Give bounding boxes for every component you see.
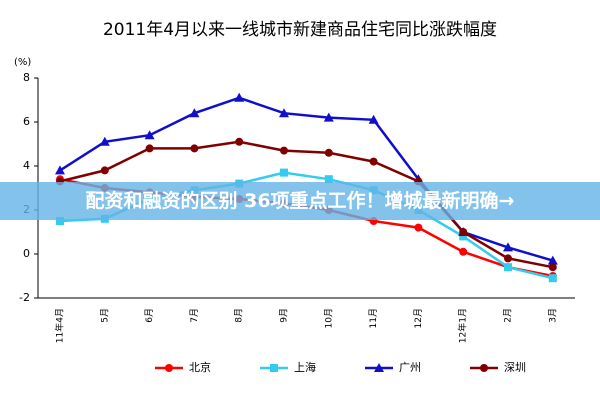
point — [189, 108, 200, 118]
point — [374, 363, 384, 372]
point — [190, 144, 199, 153]
x-tick-label: 6月 — [144, 308, 155, 323]
point — [56, 217, 64, 225]
x-tick-label: 9月 — [279, 308, 290, 323]
point — [459, 228, 468, 236]
x-tick-label: 7月 — [189, 308, 200, 323]
point — [548, 274, 557, 283]
point — [368, 114, 379, 124]
x-tick-label: 5月 — [99, 308, 110, 323]
point — [280, 146, 288, 155]
point — [234, 92, 245, 102]
point — [323, 112, 334, 122]
point — [503, 242, 513, 252]
point — [324, 148, 333, 157]
point — [145, 144, 154, 153]
legend-label: 深圳 — [504, 361, 526, 374]
point — [480, 364, 488, 372]
x-tick-label: 10月 — [323, 308, 334, 328]
x-tick-label: 11年4月 — [54, 308, 66, 343]
point — [324, 175, 333, 184]
y-tick-label: 4 — [23, 159, 30, 172]
point — [55, 165, 65, 175]
point — [504, 254, 512, 263]
x-tick-label: 3月 — [547, 308, 558, 323]
point — [459, 232, 468, 241]
x-tick-label: 8月 — [234, 308, 245, 323]
point — [414, 223, 423, 232]
legend-label: 广州 — [399, 361, 421, 374]
point — [504, 263, 512, 272]
y-tick-label: 6 — [23, 115, 30, 128]
x-tick-label: 2月 — [503, 308, 514, 323]
x-tick-label: 12年1月 — [457, 308, 469, 343]
point — [280, 168, 288, 177]
x-tick-label: 12月 — [413, 308, 424, 328]
point — [144, 130, 155, 140]
point — [459, 247, 468, 256]
point — [547, 255, 558, 265]
y-tick-label: 0 — [23, 247, 30, 260]
series-line — [59, 140, 554, 269]
point — [99, 136, 110, 146]
point — [548, 263, 557, 272]
x-tick-label: 11月 — [368, 308, 379, 328]
point — [235, 137, 244, 146]
y-tick-label: 8 — [23, 71, 30, 84]
chart-title: 2011年4月以来一线城市新建商品住宅同比涨跌幅度 — [103, 20, 497, 40]
legend-label: 北京 — [189, 360, 211, 374]
point — [270, 364, 278, 372]
series-line — [59, 96, 554, 262]
point — [165, 364, 173, 372]
point — [369, 157, 378, 166]
legend-label: 上海 — [294, 360, 316, 374]
y-tick-label: -2 — [19, 291, 30, 304]
point — [100, 166, 109, 175]
y-axis-label: (%) — [14, 57, 31, 68]
ad-banner[interactable]: 配资和融资的区别 36项重点工作！增城最新明确→ — [0, 182, 600, 220]
point — [279, 108, 289, 118]
